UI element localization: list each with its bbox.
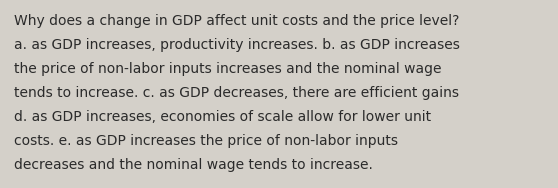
Text: costs. e. as GDP increases the price of non-labor inputs: costs. e. as GDP increases the price of … (14, 134, 398, 148)
Text: a. as GDP increases, productivity increases. b. as GDP increases: a. as GDP increases, productivity increa… (14, 38, 460, 52)
Text: tends to increase. c. as GDP decreases, there are efficient gains: tends to increase. c. as GDP decreases, … (14, 86, 459, 100)
Text: Why does a change in GDP affect unit costs and the price level?: Why does a change in GDP affect unit cos… (14, 14, 459, 28)
Text: the price of non-labor inputs increases and the nominal wage: the price of non-labor inputs increases … (14, 62, 441, 76)
Text: d. as GDP increases, economies of scale allow for lower unit: d. as GDP increases, economies of scale … (14, 110, 431, 124)
Text: decreases and the nominal wage tends to increase.: decreases and the nominal wage tends to … (14, 158, 373, 172)
